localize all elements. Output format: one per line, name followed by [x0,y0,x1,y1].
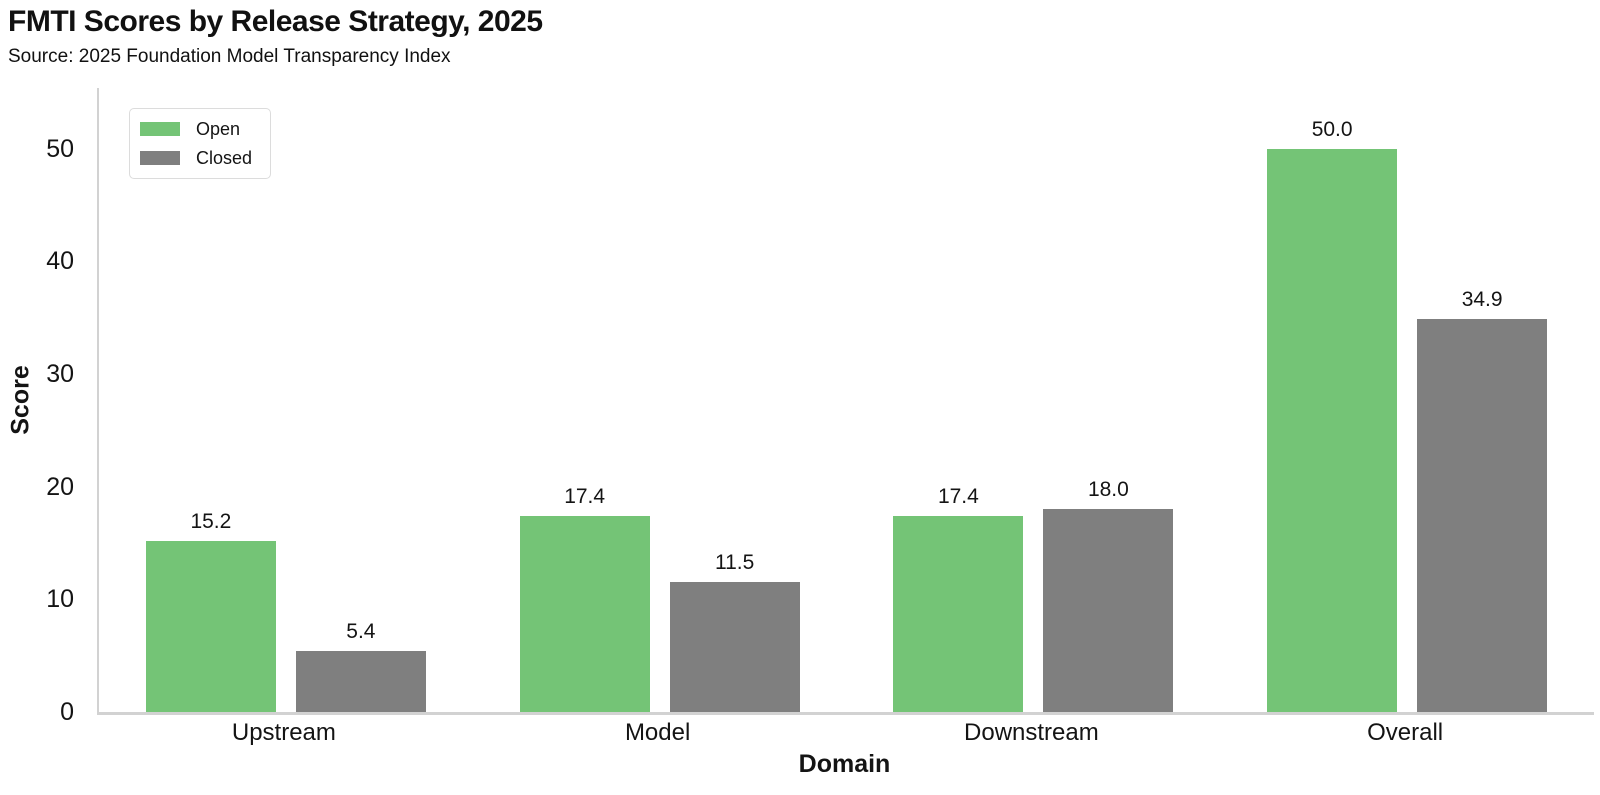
bar-col-open-upstream: 15.2 [145,509,276,712]
legend-label-open: Open [196,119,241,139]
x-tick-upstream: Upstream [231,719,336,746]
bar-col-closed-downstream: 18.0 [1043,477,1174,712]
y-tick-0: 0 [60,698,74,726]
x-tick-model: Model [624,719,691,746]
x-axis-label: Domain [798,750,891,778]
bar-closed-upstream [295,651,426,712]
legend-item-open: Open [140,118,252,140]
y-tick-40: 40 [46,247,74,276]
bar-value-label: 5.4 [346,620,376,643]
bar-col-closed-model: 11.5 [669,550,800,712]
y-tick-50: 50 [46,134,74,163]
y-tick-30: 30 [46,360,74,389]
y-axis-ticks: 0 10 20 30 40 50 [0,88,86,726]
bar-closed-model [669,582,800,712]
bar-group-upstream: 15.2 5.4 [99,88,473,712]
bar-col-open-overall: 50.0 [1267,117,1398,712]
bar-col-closed-overall: 34.9 [1417,287,1548,712]
bar-group-model: 17.4 11.5 [473,88,847,712]
bar-value-label: 18.0 [1087,478,1129,501]
bar-closed-overall [1417,319,1548,712]
page-title: FMTI Scores by Release Strategy, 2025 [8,5,543,38]
x-tick-overall: Overall [1367,719,1444,746]
bar-value-label: 15.2 [190,510,232,533]
x-axis-ticks: Upstream Model Downstream Overall [97,718,1592,748]
bar-value-label: 50.0 [1311,118,1353,141]
bar-open-overall [1267,149,1398,712]
bar-col-closed-upstream: 5.4 [295,619,426,712]
plot-area: Open Closed 15.2 5.4 17.4 11.5 17.4 18.0 50.0 3… [97,88,1594,715]
legend-swatch-open [140,122,180,136]
legend-item-closed: Closed [140,147,252,169]
bar-open-upstream [145,541,276,712]
legend-label-closed: Closed [196,148,253,168]
bar-col-open-downstream: 17.4 [893,484,1024,712]
bar-col-open-model: 17.4 [519,484,650,712]
legend-swatch-closed [140,151,180,165]
bar-open-downstream [893,516,1024,712]
bar-open-model [519,516,650,712]
bar-group-overall: 50.0 34.9 [1220,88,1594,712]
bar-value-label: 11.5 [714,551,755,574]
y-tick-20: 20 [46,472,74,501]
bar-value-label: 17.4 [564,485,606,508]
bar-closed-downstream [1043,509,1174,712]
x-tick-downstream: Downstream [964,719,1099,746]
bar-group-downstream: 17.4 18.0 [847,88,1221,712]
y-tick-10: 10 [46,585,74,614]
legend: Open Closed [129,108,272,179]
chart-source: Source: 2025 Foundation Model Transparen… [8,46,451,67]
bar-value-label: 17.4 [937,485,979,508]
bar-value-label: 34.9 [1461,288,1503,311]
